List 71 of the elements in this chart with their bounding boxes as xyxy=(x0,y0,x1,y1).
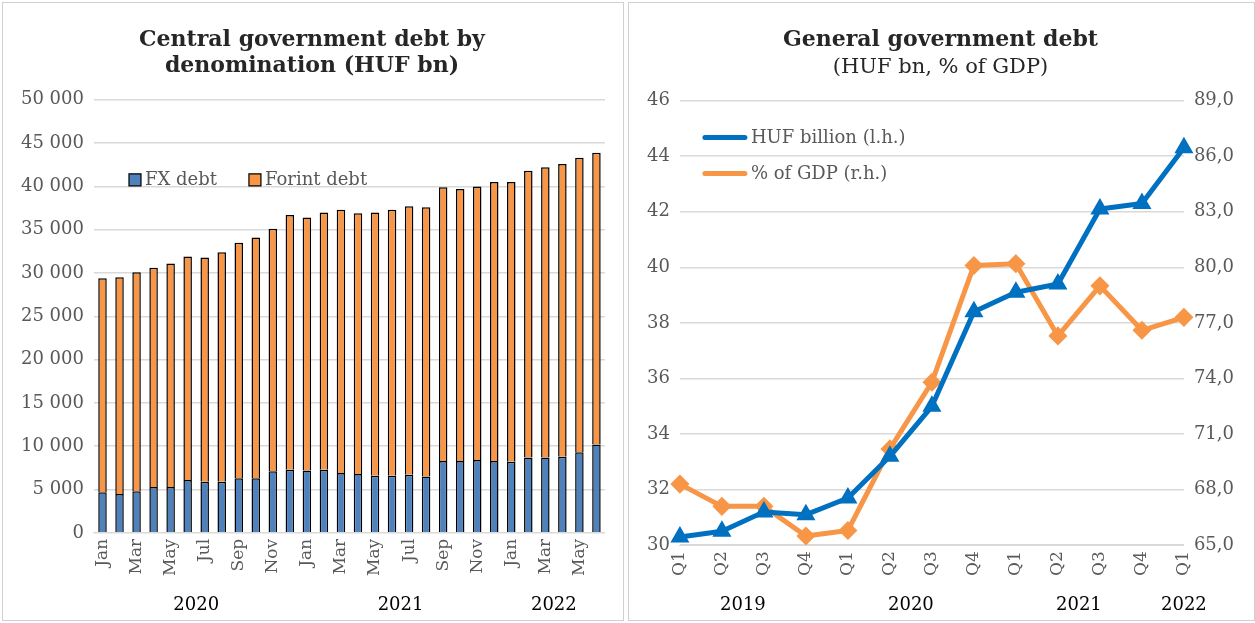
x-tick-label: Q2 xyxy=(1046,551,1067,577)
x-tick-label: Jan xyxy=(295,538,316,569)
y-tick-label: 35 000 xyxy=(21,217,84,239)
y-tick-label: 20 000 xyxy=(21,347,84,369)
y-tick-label: 32 xyxy=(647,477,670,499)
y-tick-label: 40 000 xyxy=(21,174,84,196)
x-tick-label: Nov xyxy=(261,538,282,574)
x-tick-label: Q1 xyxy=(836,551,857,577)
y2-tick-label: 65,0 xyxy=(1193,532,1234,554)
text: 2021 xyxy=(377,593,424,614)
x-tick-label: Q3 xyxy=(920,551,941,577)
y-tick-label: 40 xyxy=(647,255,670,277)
y-tick-label: 44 xyxy=(647,143,670,165)
y2-tick-label: 83,0 xyxy=(1193,199,1234,221)
x-tick-label: Q3 xyxy=(1088,551,1109,577)
y-tick-label: 50 000 xyxy=(21,87,84,109)
y-tick-label: 34 xyxy=(647,421,670,443)
x-tick-label: Mar xyxy=(329,537,350,575)
chart-subtitle: (HUF bn, % of GDP) xyxy=(832,54,1049,79)
y-tick-label: 30 xyxy=(647,532,670,554)
y-tick-label: 36 xyxy=(647,366,670,388)
text: 2019 xyxy=(720,593,766,614)
y-tick-label: 38 xyxy=(647,310,670,332)
legend-label: Forint debt xyxy=(264,168,368,190)
y-tick-label: 5 000 xyxy=(32,477,84,499)
x-tick-label: Sep xyxy=(431,538,452,572)
x-tick-label: Q4 xyxy=(962,551,983,577)
x-tick-label: May xyxy=(363,538,384,577)
x-tick-label: Q4 xyxy=(1130,551,1151,577)
y-tick-label: 0 xyxy=(72,520,84,542)
x-tick-label: Q4 xyxy=(794,551,815,577)
x-tick-label: Jul xyxy=(397,538,418,565)
y2-tick-label: 68,0 xyxy=(1193,477,1234,499)
x-tick-label: Jan xyxy=(90,538,111,569)
y2-tick-label: 77,0 xyxy=(1193,310,1234,332)
x-tick-label: Mar xyxy=(533,537,554,575)
chart-title: Central government debt by denomination (HUF bn) xyxy=(139,24,487,78)
legend-label: FX debt xyxy=(144,168,218,190)
y-tick-label: 46 xyxy=(647,88,670,110)
y2-tick-label: 74,0 xyxy=(1193,366,1234,388)
y-tick-label: 15 000 xyxy=(21,390,84,412)
x-tick-label: Q2 xyxy=(878,551,899,577)
legend-label: HUF billion (l.h.) xyxy=(750,126,906,148)
text: 2022 xyxy=(1161,593,1207,614)
text: 2021 xyxy=(1056,593,1102,614)
text: 2020 xyxy=(888,593,934,614)
x-tick-label: Nov xyxy=(465,538,486,574)
y-tick-label: 42 xyxy=(647,199,670,221)
x-tick-label: Jul xyxy=(193,538,214,565)
y-tick-label: 10 000 xyxy=(21,433,84,455)
x-tick-label: Q3 xyxy=(752,551,773,577)
y2-tick-label: 86,0 xyxy=(1193,143,1234,165)
x-tick-label: Q1 xyxy=(668,551,689,577)
y2-tick-label: 80,0 xyxy=(1193,255,1234,277)
text: 2022 xyxy=(530,593,577,614)
x-tick-label: May xyxy=(159,538,180,577)
chart-title: General government debt xyxy=(782,24,1099,51)
y-tick-label: 25 000 xyxy=(21,304,84,325)
y-tick-label: 30 000 xyxy=(21,260,84,282)
y2-tick-label: 71,0 xyxy=(1193,421,1234,443)
x-tick-label: Q2 xyxy=(710,551,731,577)
y2-tick-label: 89,0 xyxy=(1193,88,1234,110)
x-tick-label: May xyxy=(567,538,588,577)
x-tick-label: Q1 xyxy=(1172,551,1193,577)
text: 2020 xyxy=(173,593,220,614)
legend-label: % of GDP (r.h.) xyxy=(750,162,888,184)
x-tick-label: Jan xyxy=(499,538,520,569)
x-tick-label: Mar xyxy=(124,537,145,575)
x-tick-label: Sep xyxy=(227,538,248,572)
y-tick-label: 45 000 xyxy=(21,130,84,152)
x-tick-label: Q1 xyxy=(1004,551,1025,577)
